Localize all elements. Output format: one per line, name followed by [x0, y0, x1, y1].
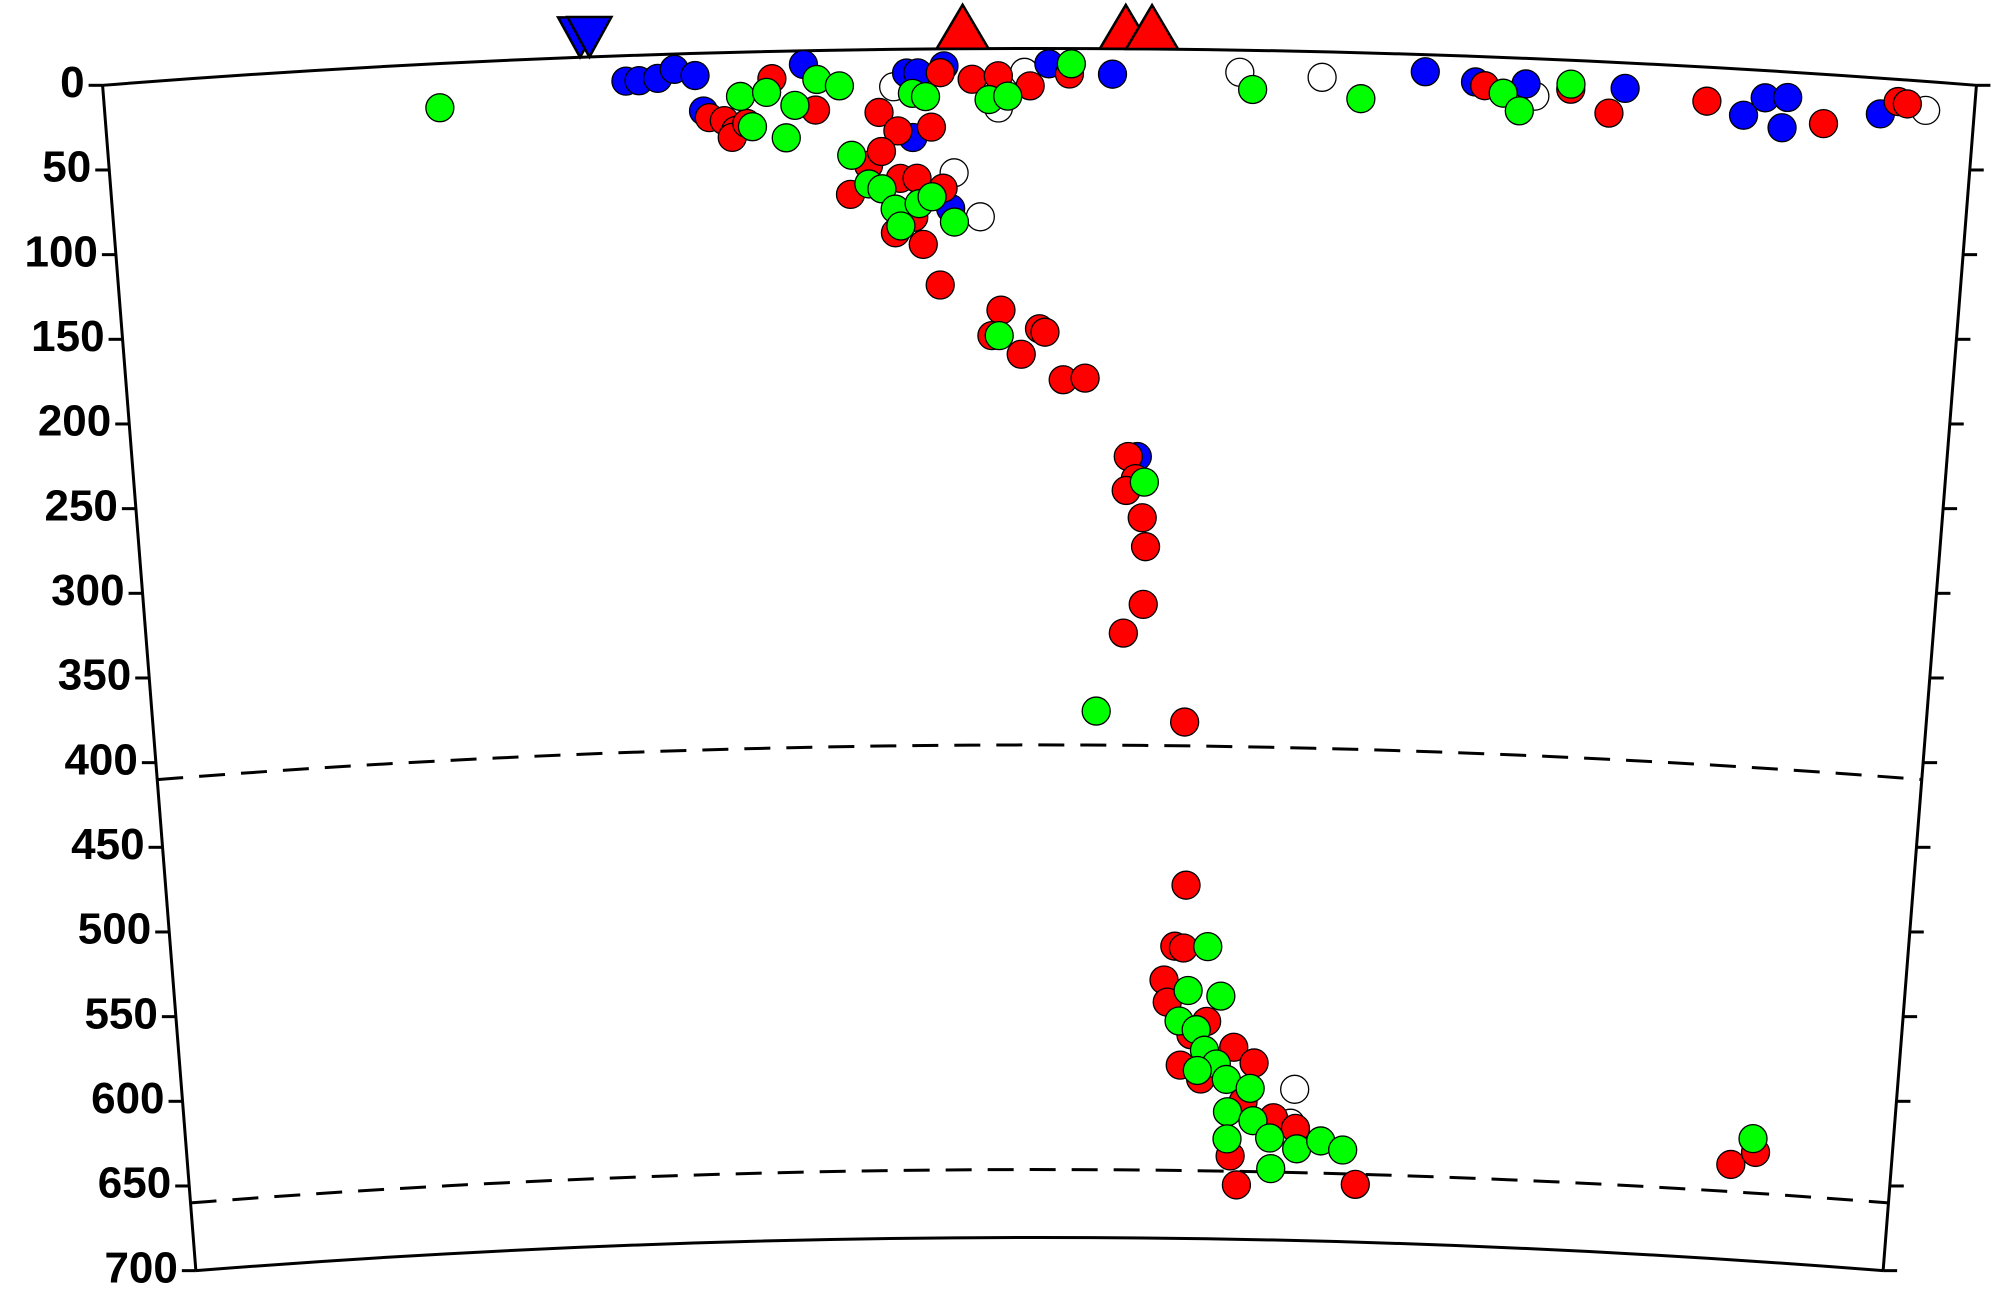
event-marker	[780, 90, 810, 121]
event-marker	[1127, 503, 1157, 533]
event-marker	[1610, 73, 1640, 104]
event-marker	[1237, 74, 1268, 105]
event-marker	[883, 116, 913, 146]
event-marker	[1235, 1073, 1265, 1104]
event-marker	[1556, 69, 1586, 99]
surface-line	[102, 47, 1977, 87]
event-marker	[1081, 696, 1111, 726]
event-marker	[1129, 467, 1159, 497]
event-marker	[1892, 89, 1923, 119]
event-marker	[1221, 1170, 1252, 1200]
triangle-marker	[565, 15, 614, 60]
event-marker	[866, 136, 897, 167]
y-tick-label: 50	[42, 143, 91, 192]
event-marker	[908, 229, 938, 260]
event-marker	[1773, 82, 1803, 113]
event-marker	[1728, 100, 1759, 130]
event-marker	[1006, 339, 1036, 369]
event-marker	[965, 202, 995, 232]
event-marker	[837, 140, 867, 170]
event-marker	[1056, 49, 1086, 79]
event-marker	[1328, 1135, 1358, 1165]
event-marker	[1182, 1055, 1212, 1086]
triangle-marker	[934, 2, 991, 50]
event-marker	[1128, 589, 1158, 620]
event-marker	[1193, 931, 1223, 962]
y-tick-label: 550	[84, 989, 157, 1038]
event-marker	[425, 93, 455, 123]
event-marker	[910, 81, 941, 112]
event-marker	[1255, 1123, 1285, 1153]
y-tick-label: 350	[58, 651, 131, 700]
y-tick-label: 400	[64, 735, 137, 784]
event-marker	[1108, 618, 1138, 648]
reference-line	[157, 743, 1922, 782]
y-tick-label: 250	[44, 481, 117, 530]
y-tick-label: 450	[71, 820, 144, 869]
event-marker	[1504, 96, 1534, 126]
event-marker	[1256, 1153, 1286, 1184]
bottom-line	[195, 1236, 1884, 1273]
event-marker	[1808, 108, 1839, 139]
y-tick-label: 0	[60, 58, 84, 107]
event-marker	[1173, 975, 1203, 1006]
y-tick-label: 100	[24, 227, 97, 276]
event-marker	[1169, 707, 1200, 737]
event-marker	[824, 71, 855, 101]
event-marker	[939, 207, 970, 237]
reference-line	[190, 1168, 1889, 1205]
event-marker	[771, 123, 801, 153]
event-marker	[1070, 363, 1100, 393]
y-tick-label: 650	[98, 1159, 171, 1208]
event-marker	[1594, 98, 1624, 128]
event-marker	[886, 211, 916, 241]
event-marker	[725, 81, 756, 112]
event-marker	[1340, 1169, 1370, 1200]
event-marker	[1097, 59, 1128, 89]
event-marker	[1307, 62, 1337, 92]
event-marker	[751, 77, 782, 108]
event-marker	[1346, 84, 1376, 114]
event-marker	[1030, 317, 1060, 347]
event-marker	[1410, 57, 1440, 87]
event-marker	[1716, 1149, 1746, 1180]
event-marker	[864, 97, 894, 128]
event-marker	[1692, 86, 1722, 116]
event-marker	[1767, 113, 1797, 143]
event-marker	[1212, 1124, 1242, 1154]
y-tick-label: 150	[31, 312, 104, 361]
event-marker	[1239, 1048, 1269, 1078]
y-tick-label: 700	[104, 1243, 177, 1292]
event-marker	[1738, 1123, 1768, 1154]
triangle-marker	[1123, 2, 1181, 51]
event-marker	[925, 270, 955, 300]
event-marker	[1280, 1074, 1310, 1104]
event-marker	[1171, 870, 1201, 900]
event-marker	[1130, 532, 1161, 562]
event-marker	[1206, 981, 1236, 1011]
event-marker	[916, 112, 947, 142]
event-marker	[737, 112, 768, 142]
y-tick-label: 600	[91, 1074, 164, 1123]
event-marker	[917, 182, 947, 212]
event-marker	[993, 81, 1023, 111]
event-marker	[680, 60, 710, 91]
y-tick-label: 200	[38, 397, 111, 446]
event-marker	[925, 58, 955, 88]
event-marker	[1212, 1097, 1243, 1127]
y-tick-label: 300	[51, 566, 124, 615]
event-marker	[986, 295, 1016, 325]
y-tick-label: 500	[78, 905, 151, 954]
event-marker	[984, 320, 1014, 351]
